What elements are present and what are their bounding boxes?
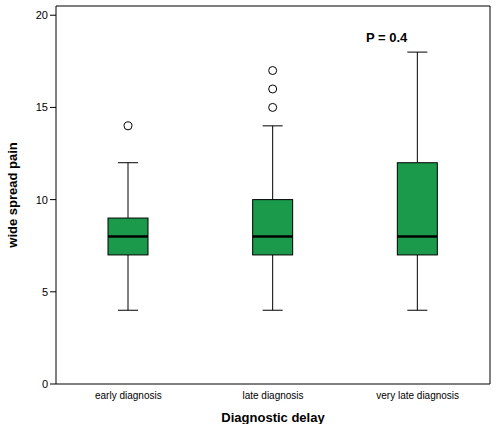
svg-text:wide spread pain: wide spread pain [8,142,20,249]
svg-text:Diagnostic delay: Diagnostic delay [221,410,325,424]
html-text:P = 0.4: P = 0.4 [366,30,408,45]
svg-text:5: 5 [42,286,48,298]
svg-text:10: 10 [36,194,48,206]
svg-text:20: 20 [36,9,48,21]
svg-text:very late diagnosis: very late diagnosis [376,390,459,401]
svg-text:0: 0 [42,378,48,390]
svg-text:late diagnosis: late diagnosis [242,390,303,401]
svg-text:early diagnosis: early diagnosis [95,390,162,401]
svg-text:15: 15 [36,101,48,113]
